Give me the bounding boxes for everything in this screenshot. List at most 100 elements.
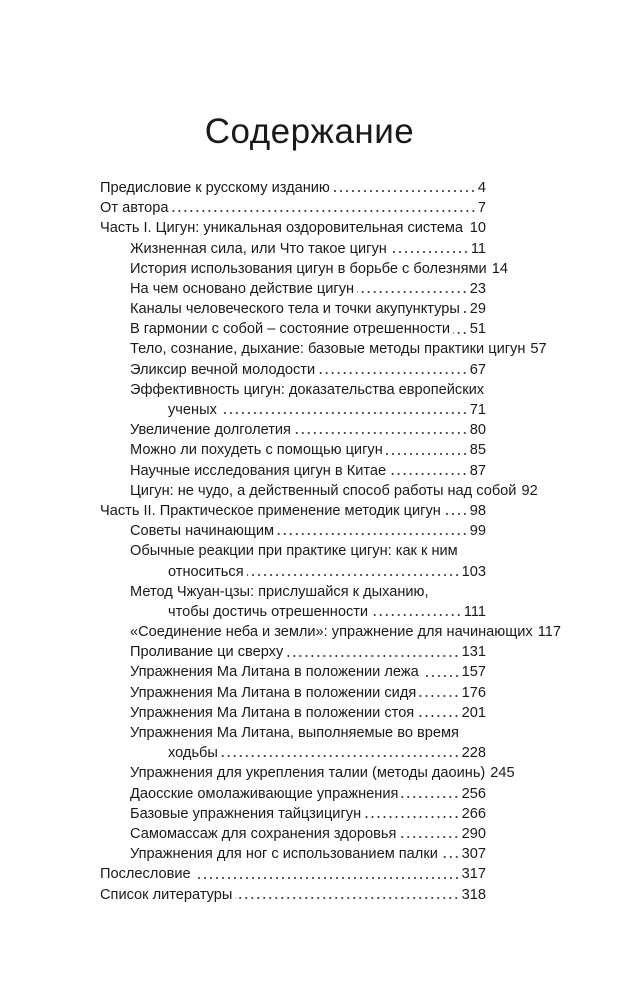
toc-line: Эликсир вечной молодости 67	[100, 360, 486, 380]
entry-title: Часть I. Цигун: уникальная оздоровительн…	[100, 220, 463, 237]
entry-title-continuation: относиться	[168, 563, 244, 580]
toc-line: История использования цигун в борьбе с б…	[100, 259, 508, 279]
dot-leader	[421, 673, 460, 678]
toc-entry[interactable]: История использования цигун в борьбе с б…	[100, 259, 508, 279]
toc-line: Упражнения Ма Литана в положении сидя 176	[100, 683, 486, 703]
toc-line: «Соединение неба и земли»: упражнение дл…	[100, 622, 561, 642]
entry-title: Можно ли похудеть с помощью цигун	[130, 442, 383, 459]
toc-entry[interactable]: Эффективность цигун: доказательства евро…	[100, 380, 486, 420]
entry-title: Предисловие к русскому изданию	[100, 179, 330, 196]
toc-entry[interactable]: Научные исследования цигун в Китае 87	[100, 461, 486, 481]
page-number: 290	[461, 825, 486, 842]
toc-entry[interactable]: Послесловие 317	[100, 864, 486, 884]
toc-line: От автора 7	[100, 198, 486, 218]
toc-line: Упражнения Ма Литана в положении лежа 157	[100, 663, 486, 683]
toc-line: Предисловие к русскому изданию 4	[100, 178, 486, 198]
toc-entry[interactable]: Упражнения Ма Литана, выполняемые во вре…	[100, 723, 486, 763]
toc-entry[interactable]: Каналы человеческого тела и точки акупун…	[100, 299, 486, 319]
dot-leader	[419, 693, 460, 698]
dot-leader	[220, 754, 460, 759]
toc-entry[interactable]: Увеличение долголетия 80	[100, 420, 486, 440]
entry-title: Цигун: не чудо, а действенный способ раб…	[130, 482, 517, 499]
dot-leader	[364, 815, 460, 819]
toc-line: Самомассаж для сохранения здоровья 290	[100, 824, 486, 844]
toc-entry[interactable]: Упражнения для укрепления талии (методы …	[100, 763, 515, 783]
toc-entry[interactable]: Жизненная сила, или Что такое цигун 11	[100, 239, 486, 259]
toc-entry[interactable]: В гармонии с собой – состояние отрешенно…	[100, 319, 486, 339]
toc-entry[interactable]: «Соединение неба и земли»: упражнение дл…	[100, 622, 561, 642]
page-number: 317	[461, 866, 486, 883]
page-number: 117	[537, 624, 561, 641]
toc-line: Послесловие 317	[100, 864, 486, 884]
page-number: 99	[469, 523, 486, 540]
entry-title: Жизненная сила, или Что такое цигун	[130, 240, 387, 257]
toc-line: Каналы человеческого тела и точки акупун…	[100, 299, 486, 319]
page-number: 201	[461, 704, 486, 721]
toc-entry[interactable]: Обычные реакции при практике цигун: как …	[100, 541, 486, 581]
page-number: 80	[469, 422, 486, 439]
toc-line: Упражнения Ма Литана в положении стоя 201	[100, 703, 486, 723]
toc-line: Жизненная сила, или Что такое цигун 11	[100, 239, 486, 259]
dot-leader	[171, 209, 476, 214]
toc-entry[interactable]: Цигун: не чудо, а действенный способ раб…	[100, 481, 538, 501]
entry-title: Часть II. Практическое применение методи…	[100, 502, 441, 519]
page-number: 10	[469, 220, 486, 237]
entry-title: Список литературы	[100, 886, 233, 903]
page-number: 245	[490, 765, 515, 782]
toc-line: Советы начинающим 99	[100, 521, 486, 541]
toc-entry[interactable]: Упражнения Ма Литана в положении лежа 157	[100, 663, 486, 683]
toc-entry[interactable]: Часть I. Цигун: уникальная оздоровительн…	[100, 218, 486, 238]
toc-entry[interactable]: Список литературы 318	[100, 885, 486, 905]
entry-title: Увеличение долголетия	[130, 422, 291, 439]
page-number: 67	[469, 361, 486, 378]
page-number: 111	[463, 603, 486, 620]
toc-entry[interactable]: Тело, сознание, дыхание: базовые методы …	[100, 340, 547, 360]
table-of-contents: Предисловие к русскому изданию 4 От автора…	[100, 178, 561, 905]
dot-leader	[277, 532, 468, 537]
dot-leader	[219, 411, 468, 416]
toc-line: Обычные реакции при практике цигун: как …	[100, 541, 486, 561]
page-number: 7	[477, 200, 486, 217]
toc-line: Эффективность цигун: доказательства евро…	[100, 380, 486, 400]
toc-entry[interactable]: От автора 7	[100, 198, 486, 218]
page-number: 51	[469, 321, 486, 338]
toc-entry[interactable]: Часть II. Практическое применение методи…	[100, 501, 486, 521]
toc-line: Тело, сознание, дыхание: базовые методы …	[100, 340, 547, 360]
dot-leader	[371, 613, 462, 618]
dot-leader	[443, 512, 468, 517]
entry-title: В гармонии с собой – состояние отрешенно…	[130, 321, 451, 338]
dot-leader	[389, 471, 468, 476]
toc-line-continuation: ученых 71	[100, 400, 486, 420]
dot-leader	[193, 875, 460, 880]
toc-line: Часть I. Цигун: уникальная оздоровительн…	[100, 218, 486, 238]
toc-entry[interactable]: Можно ли похудеть с помощью цигун 85	[100, 440, 486, 460]
toc-entry[interactable]: Упражнения Ма Литана в положении сидя 176	[100, 683, 486, 703]
toc-entry[interactable]: Эликсир вечной молодости 67	[100, 360, 486, 380]
toc-entry[interactable]: Проливание ци сверху 131	[100, 642, 486, 662]
toc-entry[interactable]: На чем основано действие цигун 23	[100, 279, 486, 299]
page-number: 318	[461, 886, 486, 903]
toc-entry[interactable]: Базовые упражнения тайцзицигун 266	[100, 804, 486, 824]
entry-title: Упражнения Ма Литана, выполняемые во вре…	[130, 725, 459, 742]
toc-entry[interactable]: Упражнения для ног с использованием палк…	[100, 844, 486, 864]
toc-entry[interactable]: Упражнения Ма Литана в положении стоя 201	[100, 703, 486, 723]
entry-title-continuation: чтобы достичь отрешенности	[168, 603, 369, 620]
dot-leader	[466, 229, 468, 234]
entry-title: Эликсир вечной молодости	[130, 361, 316, 378]
dot-leader	[318, 370, 468, 375]
page-number: 57	[530, 341, 547, 358]
toc-line: Часть II. Практическое применение методи…	[100, 501, 486, 521]
toc-entry[interactable]: Метод Чжуан-цзы: прислушайся к дыханию, ч…	[100, 582, 486, 622]
toc-entry[interactable]: Предисловие к русскому изданию 4	[100, 178, 486, 198]
toc-entry[interactable]: Самомассаж для сохранения здоровья 290	[100, 824, 486, 844]
entry-title-continuation: ходьбы	[168, 745, 218, 762]
entry-title: Базовые упражнения тайцзицигун	[130, 805, 362, 822]
toc-line-continuation: чтобы достичь отрешенности 111	[100, 602, 486, 622]
entry-title: Каналы человеческого тела и точки акупун…	[130, 301, 460, 318]
page-number: 11	[470, 240, 486, 257]
toc-entry[interactable]: Даосские омолаживающие упражнения 256	[100, 784, 486, 804]
toc-entry[interactable]: Советы начинающим 99	[100, 521, 486, 541]
page-number: 103	[461, 563, 486, 580]
page-number: 131	[461, 644, 486, 661]
entry-title: Самомассаж для сохранения здоровья	[130, 825, 397, 842]
